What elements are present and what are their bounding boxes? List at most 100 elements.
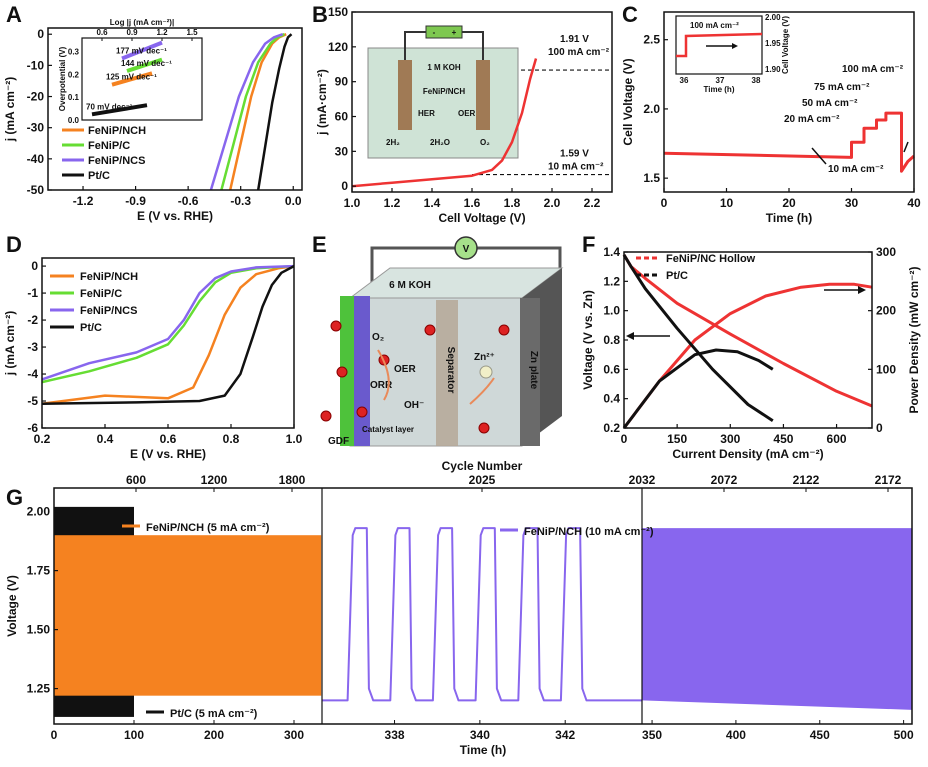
legend-label: Pt/C	[88, 170, 110, 182]
stability-curve	[663, 111, 915, 173]
x-axis-label: E (V vs. RHE)	[137, 209, 213, 223]
her-label: HER	[418, 109, 435, 118]
inset-x-tick-label: 0.6	[96, 28, 108, 37]
panel-letter-f: F	[582, 232, 595, 257]
top-tick-label: 1200	[201, 473, 228, 487]
step-label: 75 mA cm⁻²	[814, 82, 870, 93]
x-tick-label: 10	[720, 196, 734, 210]
x-tick-label: 450	[810, 728, 830, 742]
inset-x-label: Log |j (mA cm⁻²)|	[110, 18, 174, 27]
x-tick-label: 300	[720, 432, 740, 446]
electrolyte-label: 6 M KOH	[389, 280, 431, 291]
molecule-icon	[320, 410, 332, 422]
inset-x-tick-label: 0.9	[126, 28, 138, 37]
series-line-orange	[228, 33, 287, 191]
series-line-purple	[41, 264, 295, 381]
series-line-black	[256, 33, 293, 191]
y-tick-label: 60	[335, 110, 349, 124]
y-tick-label: 0	[341, 179, 348, 193]
y-tick-label: 150	[328, 5, 348, 19]
top-tick-label: 2032	[629, 473, 656, 487]
y-tick-label: 1.4	[603, 245, 620, 259]
y-tick-label: 0.4	[603, 392, 620, 406]
panel-letter-d: D	[6, 232, 22, 257]
inset-x-tick-label: 1.2	[156, 28, 168, 37]
x-tick-label: 200	[204, 728, 224, 742]
x-tick-label: 0	[621, 432, 628, 446]
tafel-line-orange	[111, 71, 153, 87]
inset-y-tick-label: 0.3	[68, 48, 80, 57]
x-tick-label: 40	[907, 196, 921, 210]
battery-icon	[425, 25, 463, 39]
y-tick-label: -30	[27, 121, 45, 135]
y-tick-label: 90	[335, 75, 349, 89]
y-tick-label: 0	[876, 421, 883, 435]
y-tick-label: 2.00	[27, 505, 51, 519]
x-tick-label: 342	[555, 728, 575, 742]
zinc-ion-label: Zn²⁺	[474, 352, 495, 363]
legend-label: FeNiP/C	[88, 140, 130, 152]
y-tick-label: -6	[27, 421, 38, 435]
polarization-curve	[351, 58, 538, 188]
panel-a-her-lsv: -1.2 -0.9 -0.6 -0.3 0.0 0 -10 -20 -30 -40 -50 E (V …	[3, 18, 303, 223]
annotation-current: 100 mA cm⁻²	[548, 47, 610, 58]
y-tick-label: -3	[27, 340, 38, 354]
tafel-line-green	[126, 57, 163, 73]
y-tick-label: 1.75	[27, 564, 51, 578]
inset-x-tick-label: 1.5	[186, 28, 198, 37]
panel-letter-a: A	[6, 2, 22, 27]
x-tick-label: 300	[284, 728, 304, 742]
inset-y-tick-label: 1.90	[765, 65, 781, 74]
y-tick-label: -10	[27, 58, 45, 72]
x-tick-label: -0.3	[230, 194, 251, 208]
x-tick-label: 100	[124, 728, 144, 742]
annotation-voltage: 1.59 V	[560, 149, 589, 160]
tafel-label: 144 mV dec⁻¹	[121, 59, 172, 68]
tafel-line-black	[91, 103, 148, 117]
y-axis-label: j (mA cm⁻²)	[3, 77, 17, 143]
inset-frame	[675, 15, 763, 75]
x-tick-label: 2.2	[584, 196, 601, 210]
oer-label: OER	[394, 364, 416, 375]
catalyst-layer-block	[354, 296, 370, 446]
electrolyte-label: 1 M KOH	[427, 63, 461, 72]
top-tick-label: 2172	[875, 473, 902, 487]
legend-label: Pt/C	[666, 270, 688, 282]
molecule-icon	[356, 406, 368, 418]
separator-membrane	[436, 300, 458, 446]
panel-letter-g: G	[6, 485, 23, 510]
zn-plate-label: Zn plate	[528, 351, 539, 390]
plot-frame	[53, 487, 913, 725]
y-tick-label: 1.2	[603, 274, 620, 288]
axis-arrow-head	[858, 286, 866, 294]
x-tick-label: 0.2	[34, 432, 51, 446]
y-tick-label: 100	[876, 362, 896, 376]
y-tick-label: 0	[31, 259, 38, 273]
panel-b-water-splitting: - +1 M KOH FeNiP/NCH HER OER 2H₂ 2H₂O O₂ 1.0 1.2 1…	[315, 5, 613, 225]
molecule-icon	[336, 366, 348, 378]
y-tick-label: 1.25	[27, 682, 51, 696]
legend-label: FeNiP/NCH (5 mA cm⁻²)	[146, 522, 270, 534]
tafel-line-purple	[121, 40, 163, 61]
x-axis-label: Cell Voltage (V)	[438, 211, 525, 225]
step-arrow	[811, 147, 827, 165]
x-tick-label: 30	[845, 196, 859, 210]
gdf-label: GDF	[328, 436, 349, 447]
series-line-black-left	[622, 254, 774, 422]
x-tick-label: 500	[894, 728, 914, 742]
top-tick-label: 2072	[711, 473, 738, 487]
plot-frame	[623, 251, 873, 429]
inset-x-tick-label: 36	[680, 76, 689, 85]
x-tick-label: 340	[470, 728, 490, 742]
y-axis-label: Voltage (V vs. Zn)	[581, 290, 595, 390]
x-tick-label: 0.8	[223, 432, 240, 446]
fenip-10ma-cycling-band	[642, 528, 912, 710]
orr-label: ORR	[370, 380, 393, 391]
y-tick-label: 120	[328, 40, 348, 54]
inset-y-tick-label: 0.1	[68, 93, 80, 102]
separator-label: Separator	[445, 347, 456, 394]
x-tick-label: 450	[773, 432, 793, 446]
panel-d-orr-lsv: 0.2 0.4 0.6 0.8 1.0 0 -1 -2 -3 -4 -5 -6 E (V vs. RHE…	[3, 257, 303, 461]
